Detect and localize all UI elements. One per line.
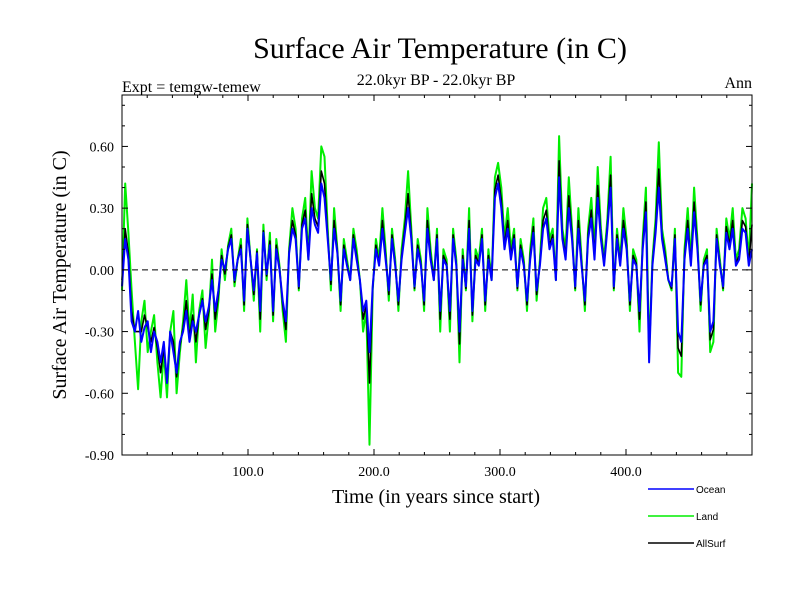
- y-axis-label: Surface Air Temperature (in C): [49, 150, 71, 399]
- x-axis-label: Time (in years since start): [332, 486, 540, 508]
- chart-title: Surface Air Temperature (in C): [253, 32, 627, 65]
- x-tick-labels: 100.0 200.0 300.0 400.0: [232, 465, 642, 480]
- x-tick-label: 100.0: [232, 465, 264, 480]
- experiment-label: Expt = temgw-temew: [122, 79, 261, 96]
- y-tick-label: 0.30: [90, 202, 115, 217]
- y-tick-labels: -0.90 -0.60 -0.30 0.00 0.30 0.60: [85, 140, 114, 464]
- y-tick-label: -0.60: [85, 387, 114, 402]
- legend-label-land: Land: [696, 512, 718, 523]
- x-tick-label: 400.0: [610, 465, 642, 480]
- season-label: Ann: [724, 75, 752, 92]
- legend-label-allsurf: AllSurf: [696, 539, 726, 550]
- y-tick-label: 0.60: [90, 140, 115, 155]
- axis-ticks: [122, 95, 752, 456]
- y-tick-label: -0.30: [85, 326, 114, 341]
- x-tick-label: 300.0: [484, 465, 516, 480]
- plot-frame: [121, 94, 753, 456]
- y-tick-label: -0.90: [85, 449, 114, 464]
- time-range-label: 22.0kyr BP - 22.0kyr BP: [357, 72, 516, 89]
- x-tick-label: 200.0: [358, 465, 390, 480]
- series-line-ocean: [121, 176, 753, 384]
- y-tick-label: 0.00: [90, 264, 115, 279]
- legend: Ocean Land AllSurf: [648, 485, 726, 550]
- legend-label-ocean: Ocean: [696, 485, 725, 496]
- series-layer: [121, 135, 753, 446]
